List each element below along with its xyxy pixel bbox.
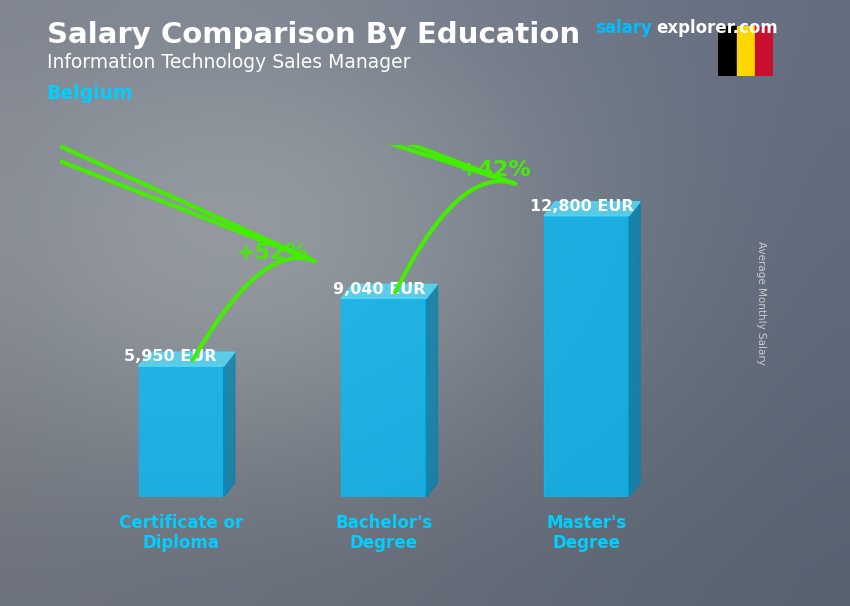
FancyArrowPatch shape: [0, 0, 314, 361]
Bar: [544, 216, 629, 497]
Polygon shape: [629, 202, 640, 497]
Polygon shape: [224, 352, 235, 497]
Text: explorer.com: explorer.com: [656, 19, 778, 38]
Text: +42%: +42%: [459, 160, 531, 180]
Text: salary: salary: [595, 19, 652, 38]
Polygon shape: [427, 284, 438, 497]
Bar: [139, 366, 224, 497]
Bar: [755, 26, 774, 76]
Text: 12,800 EUR: 12,800 EUR: [530, 199, 633, 214]
Text: Information Technology Sales Manager: Information Technology Sales Manager: [47, 53, 411, 72]
Text: Average Monthly Salary: Average Monthly Salary: [756, 241, 766, 365]
Bar: [341, 298, 427, 497]
Text: +52%: +52%: [236, 242, 309, 262]
FancyArrowPatch shape: [0, 0, 515, 292]
Text: Belgium: Belgium: [47, 84, 133, 102]
Text: 9,040 EUR: 9,040 EUR: [333, 282, 426, 296]
Polygon shape: [544, 202, 640, 216]
Bar: [718, 26, 737, 76]
Polygon shape: [341, 284, 438, 298]
Polygon shape: [139, 352, 235, 366]
Text: 5,950 EUR: 5,950 EUR: [124, 350, 217, 364]
Bar: [737, 26, 755, 76]
Text: Salary Comparison By Education: Salary Comparison By Education: [47, 21, 580, 49]
